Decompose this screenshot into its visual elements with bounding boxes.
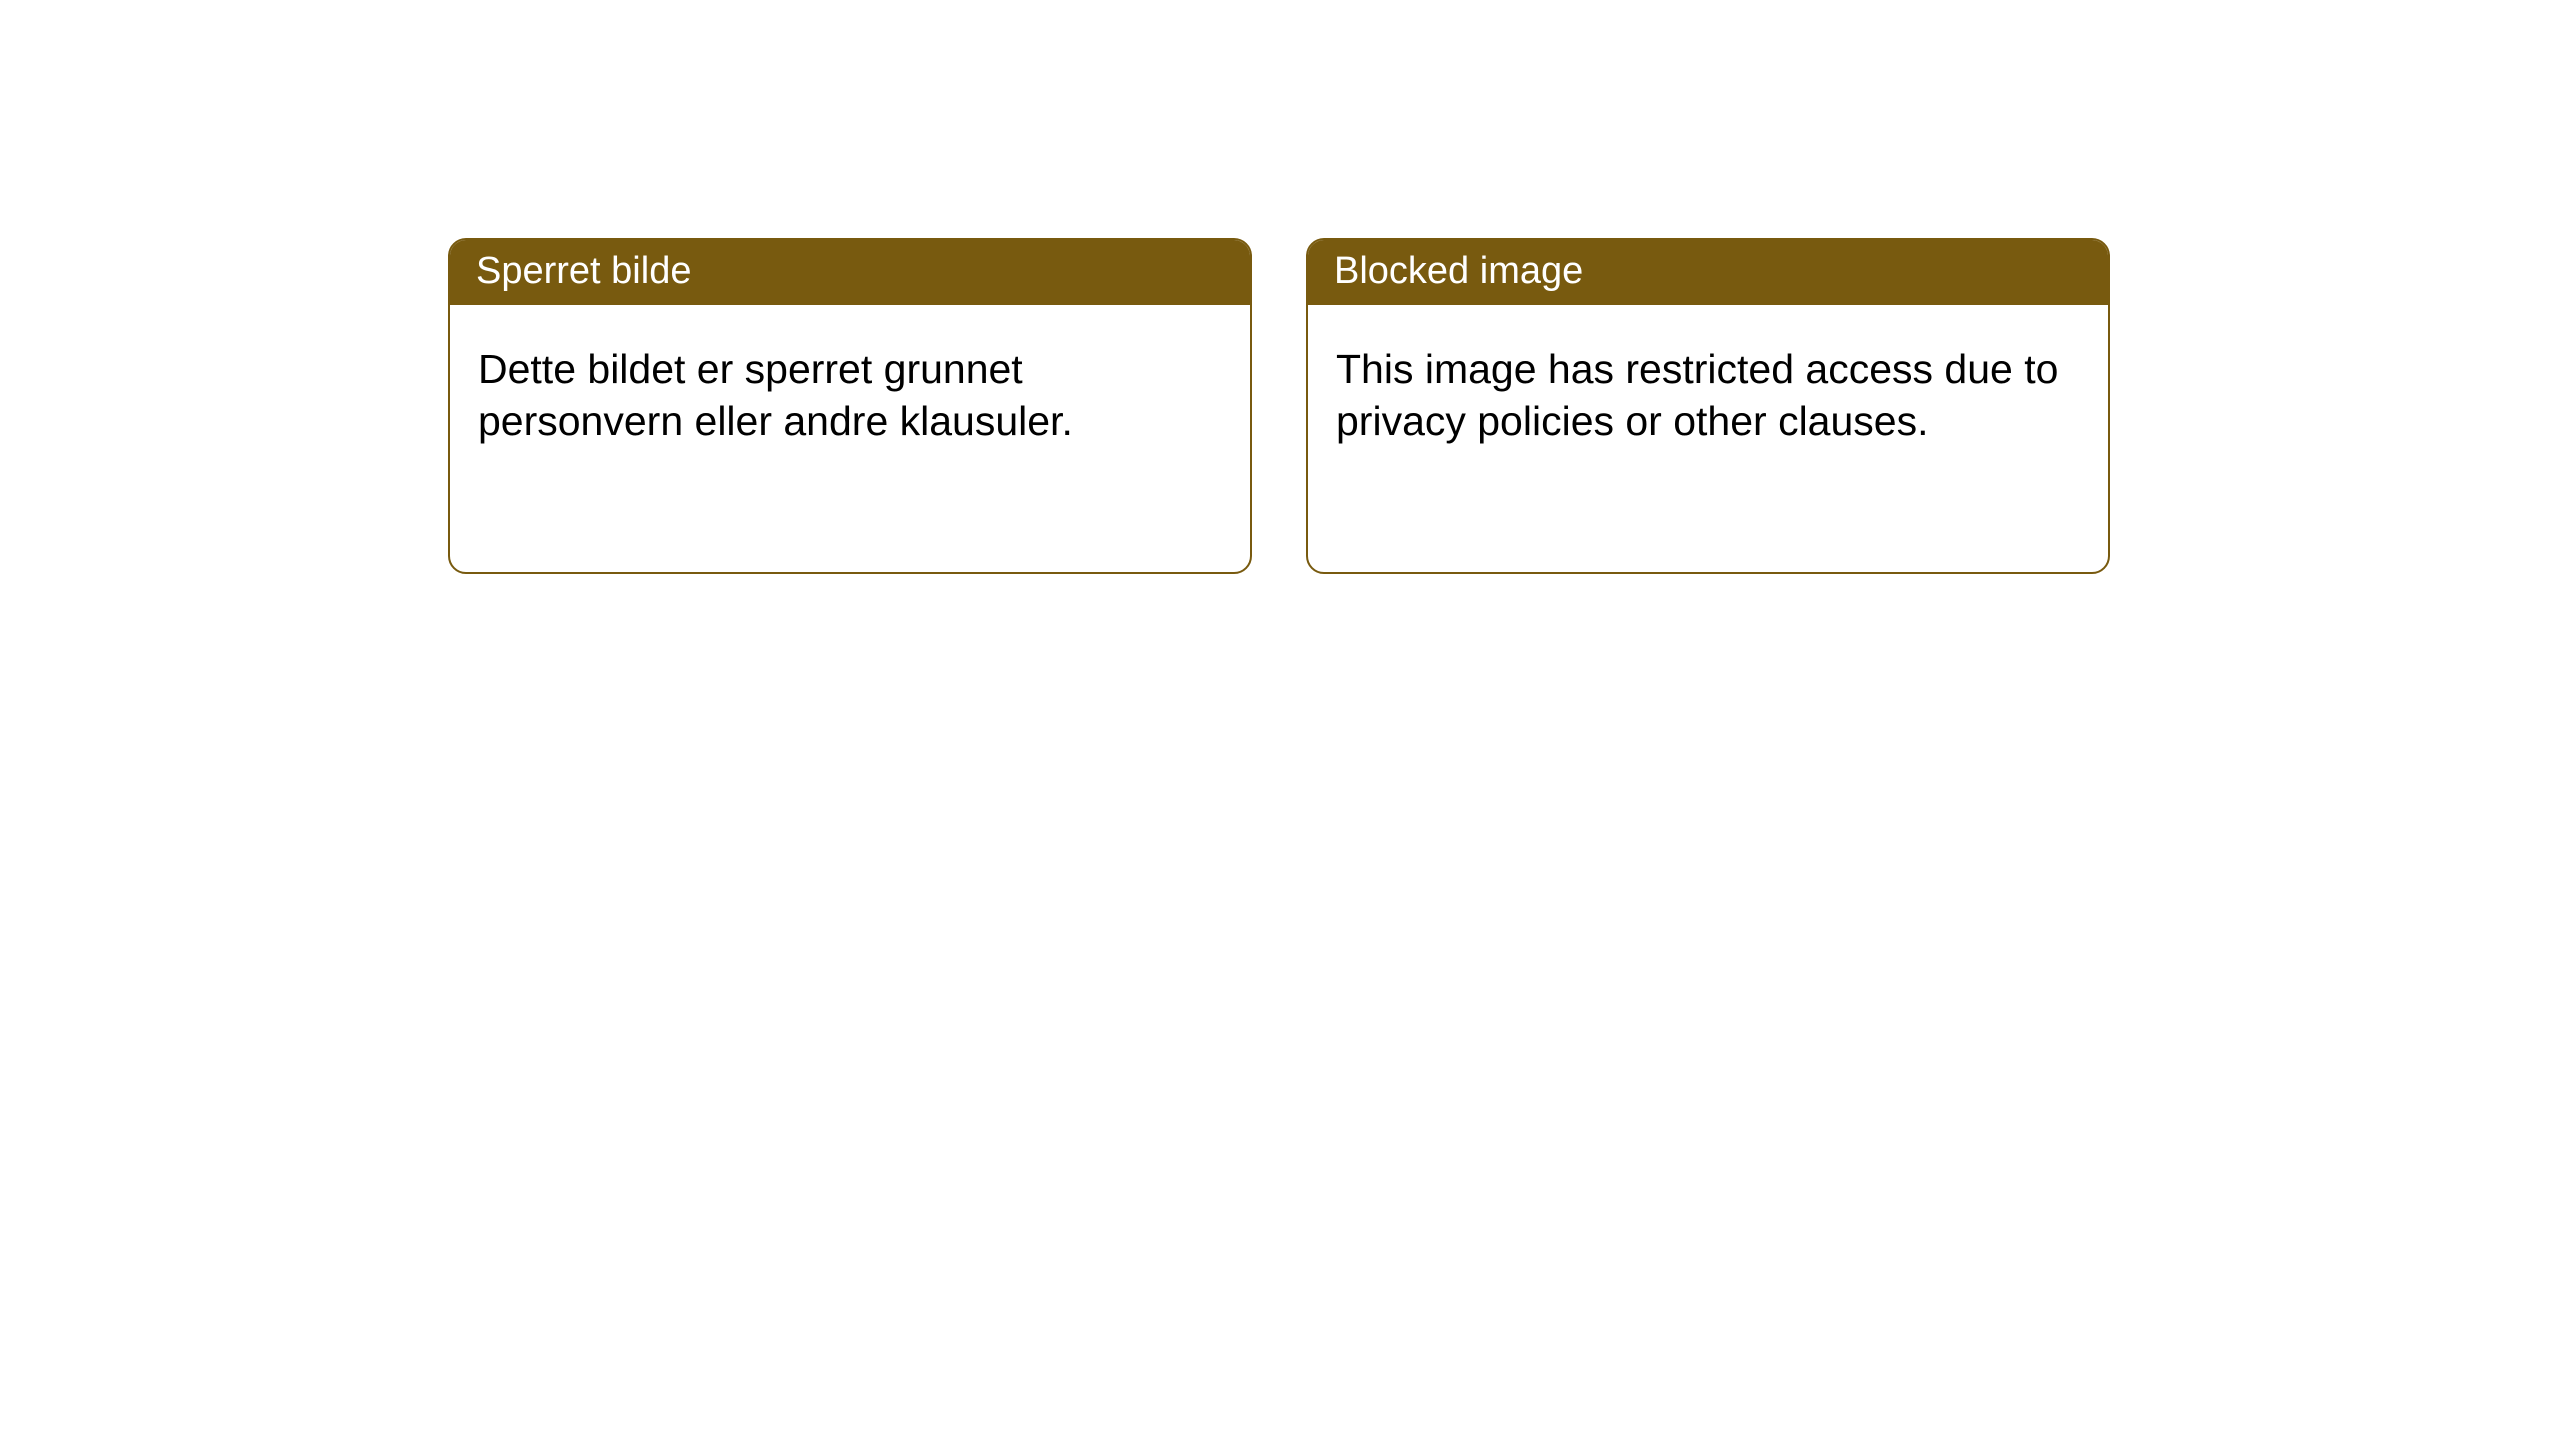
notice-card-norwegian: Sperret bilde Dette bildet er sperret gr…: [448, 238, 1252, 574]
notice-header: Blocked image: [1308, 240, 2108, 305]
notice-header: Sperret bilde: [450, 240, 1250, 305]
notice-body: Dette bildet er sperret grunnet personve…: [450, 305, 1250, 486]
notice-container: Sperret bilde Dette bildet er sperret gr…: [0, 0, 2560, 574]
notice-card-english: Blocked image This image has restricted …: [1306, 238, 2110, 574]
notice-body: This image has restricted access due to …: [1308, 305, 2108, 486]
